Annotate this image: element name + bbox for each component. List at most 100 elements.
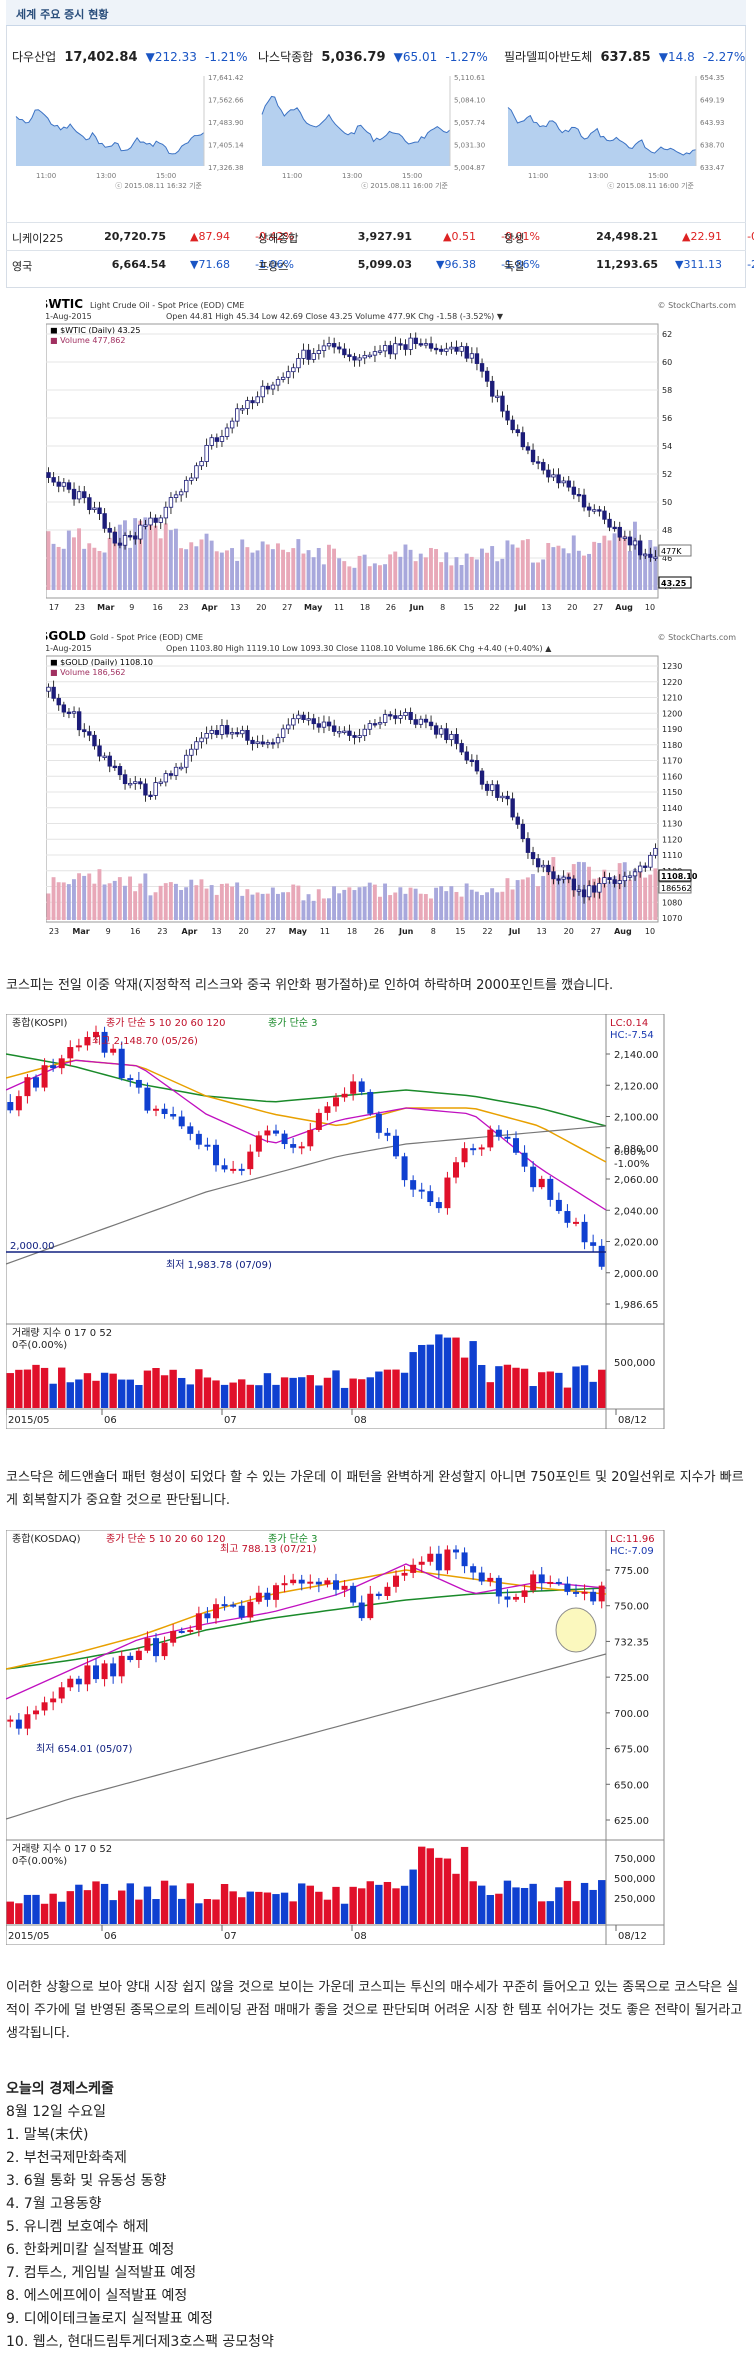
candle-body <box>622 536 628 539</box>
candle-body <box>515 429 520 434</box>
candle-body <box>240 408 245 411</box>
world-index-pct: -1.06% <box>255 258 294 271</box>
mini-x-tick: 13:00 <box>588 172 608 180</box>
volume-bar <box>153 892 158 920</box>
x-tick: 27 <box>266 927 276 936</box>
candle-body <box>158 781 163 784</box>
candle-body <box>238 1168 245 1171</box>
volume-bar <box>77 528 81 590</box>
volume-bar <box>383 564 387 590</box>
volume-bar <box>250 552 255 590</box>
commentary-kospi: 코스피는 전일 이중 악재(지정학적 리스크와 중국 위안화 평가절하)로 인하… <box>6 978 614 993</box>
candle-body <box>474 760 480 772</box>
candle-body <box>184 754 189 768</box>
price-tick: 2,000.00 <box>614 1269 659 1280</box>
candle-body <box>194 465 199 479</box>
candle-body <box>148 517 153 526</box>
volume-bar <box>383 1369 392 1408</box>
x-tick: Jul <box>514 603 527 612</box>
candle-body <box>112 531 118 544</box>
candle-body <box>403 711 408 716</box>
candle-body <box>612 879 617 884</box>
volume-bar <box>408 549 413 590</box>
volume-bar <box>340 1387 349 1408</box>
volume-bar <box>372 884 377 920</box>
volume-bar <box>434 887 438 920</box>
candle-body <box>161 1642 168 1657</box>
chart-frame <box>6 1014 607 1429</box>
candle-body <box>127 1078 134 1081</box>
mini-y-tick: 643.93 <box>700 119 725 127</box>
x-tick: 06 <box>104 1415 117 1426</box>
candle-body <box>178 491 184 496</box>
volume-bar <box>357 887 362 920</box>
candle-body <box>393 715 398 719</box>
x-tick: 16 <box>153 603 163 612</box>
candle-body <box>538 1574 545 1584</box>
index-value: 17,402.84 <box>64 50 138 65</box>
volume-tick: 250,000 <box>614 1894 655 1905</box>
candle-body <box>495 395 500 398</box>
candle-body <box>153 1638 159 1657</box>
volume-bar <box>515 880 520 920</box>
candle-body <box>347 354 352 357</box>
volume-bar <box>203 1377 212 1408</box>
volume-bar <box>435 1857 443 1924</box>
index-name: 나스닥종합 <box>258 50 314 64</box>
volume-bar <box>212 1380 220 1408</box>
volume-bar <box>332 1886 340 1924</box>
candle-body <box>219 436 225 442</box>
volume-bar <box>118 1379 126 1408</box>
candle-body <box>444 348 449 352</box>
volume-bar <box>541 559 546 590</box>
price-tick: 725.00 <box>614 1673 649 1684</box>
price-tick: 1070 <box>662 914 682 923</box>
volume-bar <box>87 873 92 920</box>
index-sox[interactable]: 필라델피아반도체 637.85 ▼14.8 -2.27% <box>504 48 745 65</box>
volume-bar <box>225 883 229 920</box>
world-index-name: 항셍 <box>504 232 525 245</box>
volume-bar <box>51 877 56 920</box>
candle-body <box>214 437 220 442</box>
market-panel <box>6 26 746 288</box>
price-tick: 56 <box>662 414 672 423</box>
x-tick: 08/12 <box>618 1415 647 1426</box>
index-name: 필라델피아반도체 <box>504 50 593 64</box>
volume-bar <box>92 1380 100 1408</box>
pct-tick: -1.00% <box>614 1159 649 1170</box>
candle-body <box>367 1091 374 1114</box>
index-nasdaq[interactable]: 나스닥종합 5,036.79 ▼65.01 -1.27% <box>258 48 488 65</box>
x-tick: 13 <box>211 927 221 936</box>
candle-body <box>341 1585 348 1590</box>
mini-y-tick: 649.19 <box>700 97 725 105</box>
x-tick: Aug <box>614 927 632 936</box>
candle-body <box>521 1590 528 1597</box>
volume-bar <box>413 561 418 590</box>
volume-bar <box>434 549 438 590</box>
candle-body <box>118 1048 125 1079</box>
candle-body <box>478 1572 485 1582</box>
price-tick: 650.00 <box>614 1780 649 1791</box>
volume-bar <box>571 535 576 590</box>
volume-bar <box>551 547 556 590</box>
candle-body <box>315 1112 322 1130</box>
volume-bar <box>280 1377 289 1408</box>
candle-body <box>358 1602 365 1619</box>
candle-body <box>637 540 643 556</box>
price-tick: 1130 <box>662 820 682 829</box>
candle-body <box>67 1047 74 1059</box>
candle-body <box>398 343 403 346</box>
volume-bar <box>186 1384 194 1408</box>
candle-body <box>107 527 112 533</box>
volume-bar <box>515 547 520 590</box>
volume-bar <box>92 1881 100 1924</box>
index-dow[interactable]: 다우산업 17,402.84 ▼212.33 -1.21% <box>12 48 247 65</box>
volume-bar <box>480 895 484 920</box>
volume-bar <box>186 1883 194 1924</box>
volume-bar <box>143 873 148 920</box>
x-tick: 8 <box>431 927 436 936</box>
candle-body <box>24 1077 31 1097</box>
world-index-pct: -0.42% <box>255 230 294 243</box>
plot-frame <box>46 323 659 599</box>
volume-bar <box>418 553 423 590</box>
